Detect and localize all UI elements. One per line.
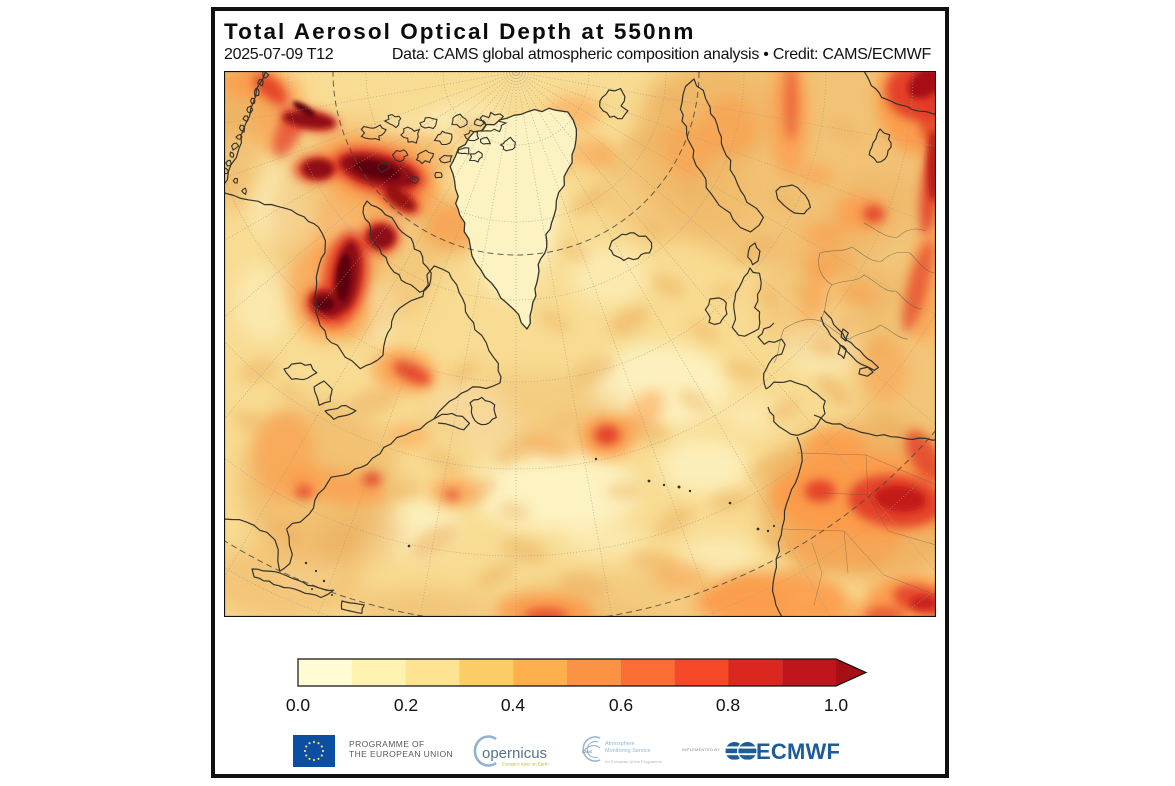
svg-text:Europe's eyes on Earth: Europe's eyes on Earth	[502, 762, 549, 767]
svg-text:Monitoring Service: Monitoring Service	[605, 748, 651, 754]
svg-text:An European Union Programme: An European Union Programme	[605, 759, 663, 764]
svg-text:ECMWF: ECMWF	[756, 739, 840, 764]
svg-text:Atmosphere: Atmosphere	[605, 741, 635, 747]
svg-text:opernicus: opernicus	[482, 745, 547, 762]
svg-text:CAMS: CAMS	[582, 750, 593, 754]
